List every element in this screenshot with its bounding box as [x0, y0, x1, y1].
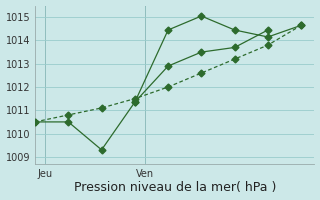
X-axis label: Pression niveau de la mer( hPa ): Pression niveau de la mer( hPa ): [74, 181, 276, 194]
